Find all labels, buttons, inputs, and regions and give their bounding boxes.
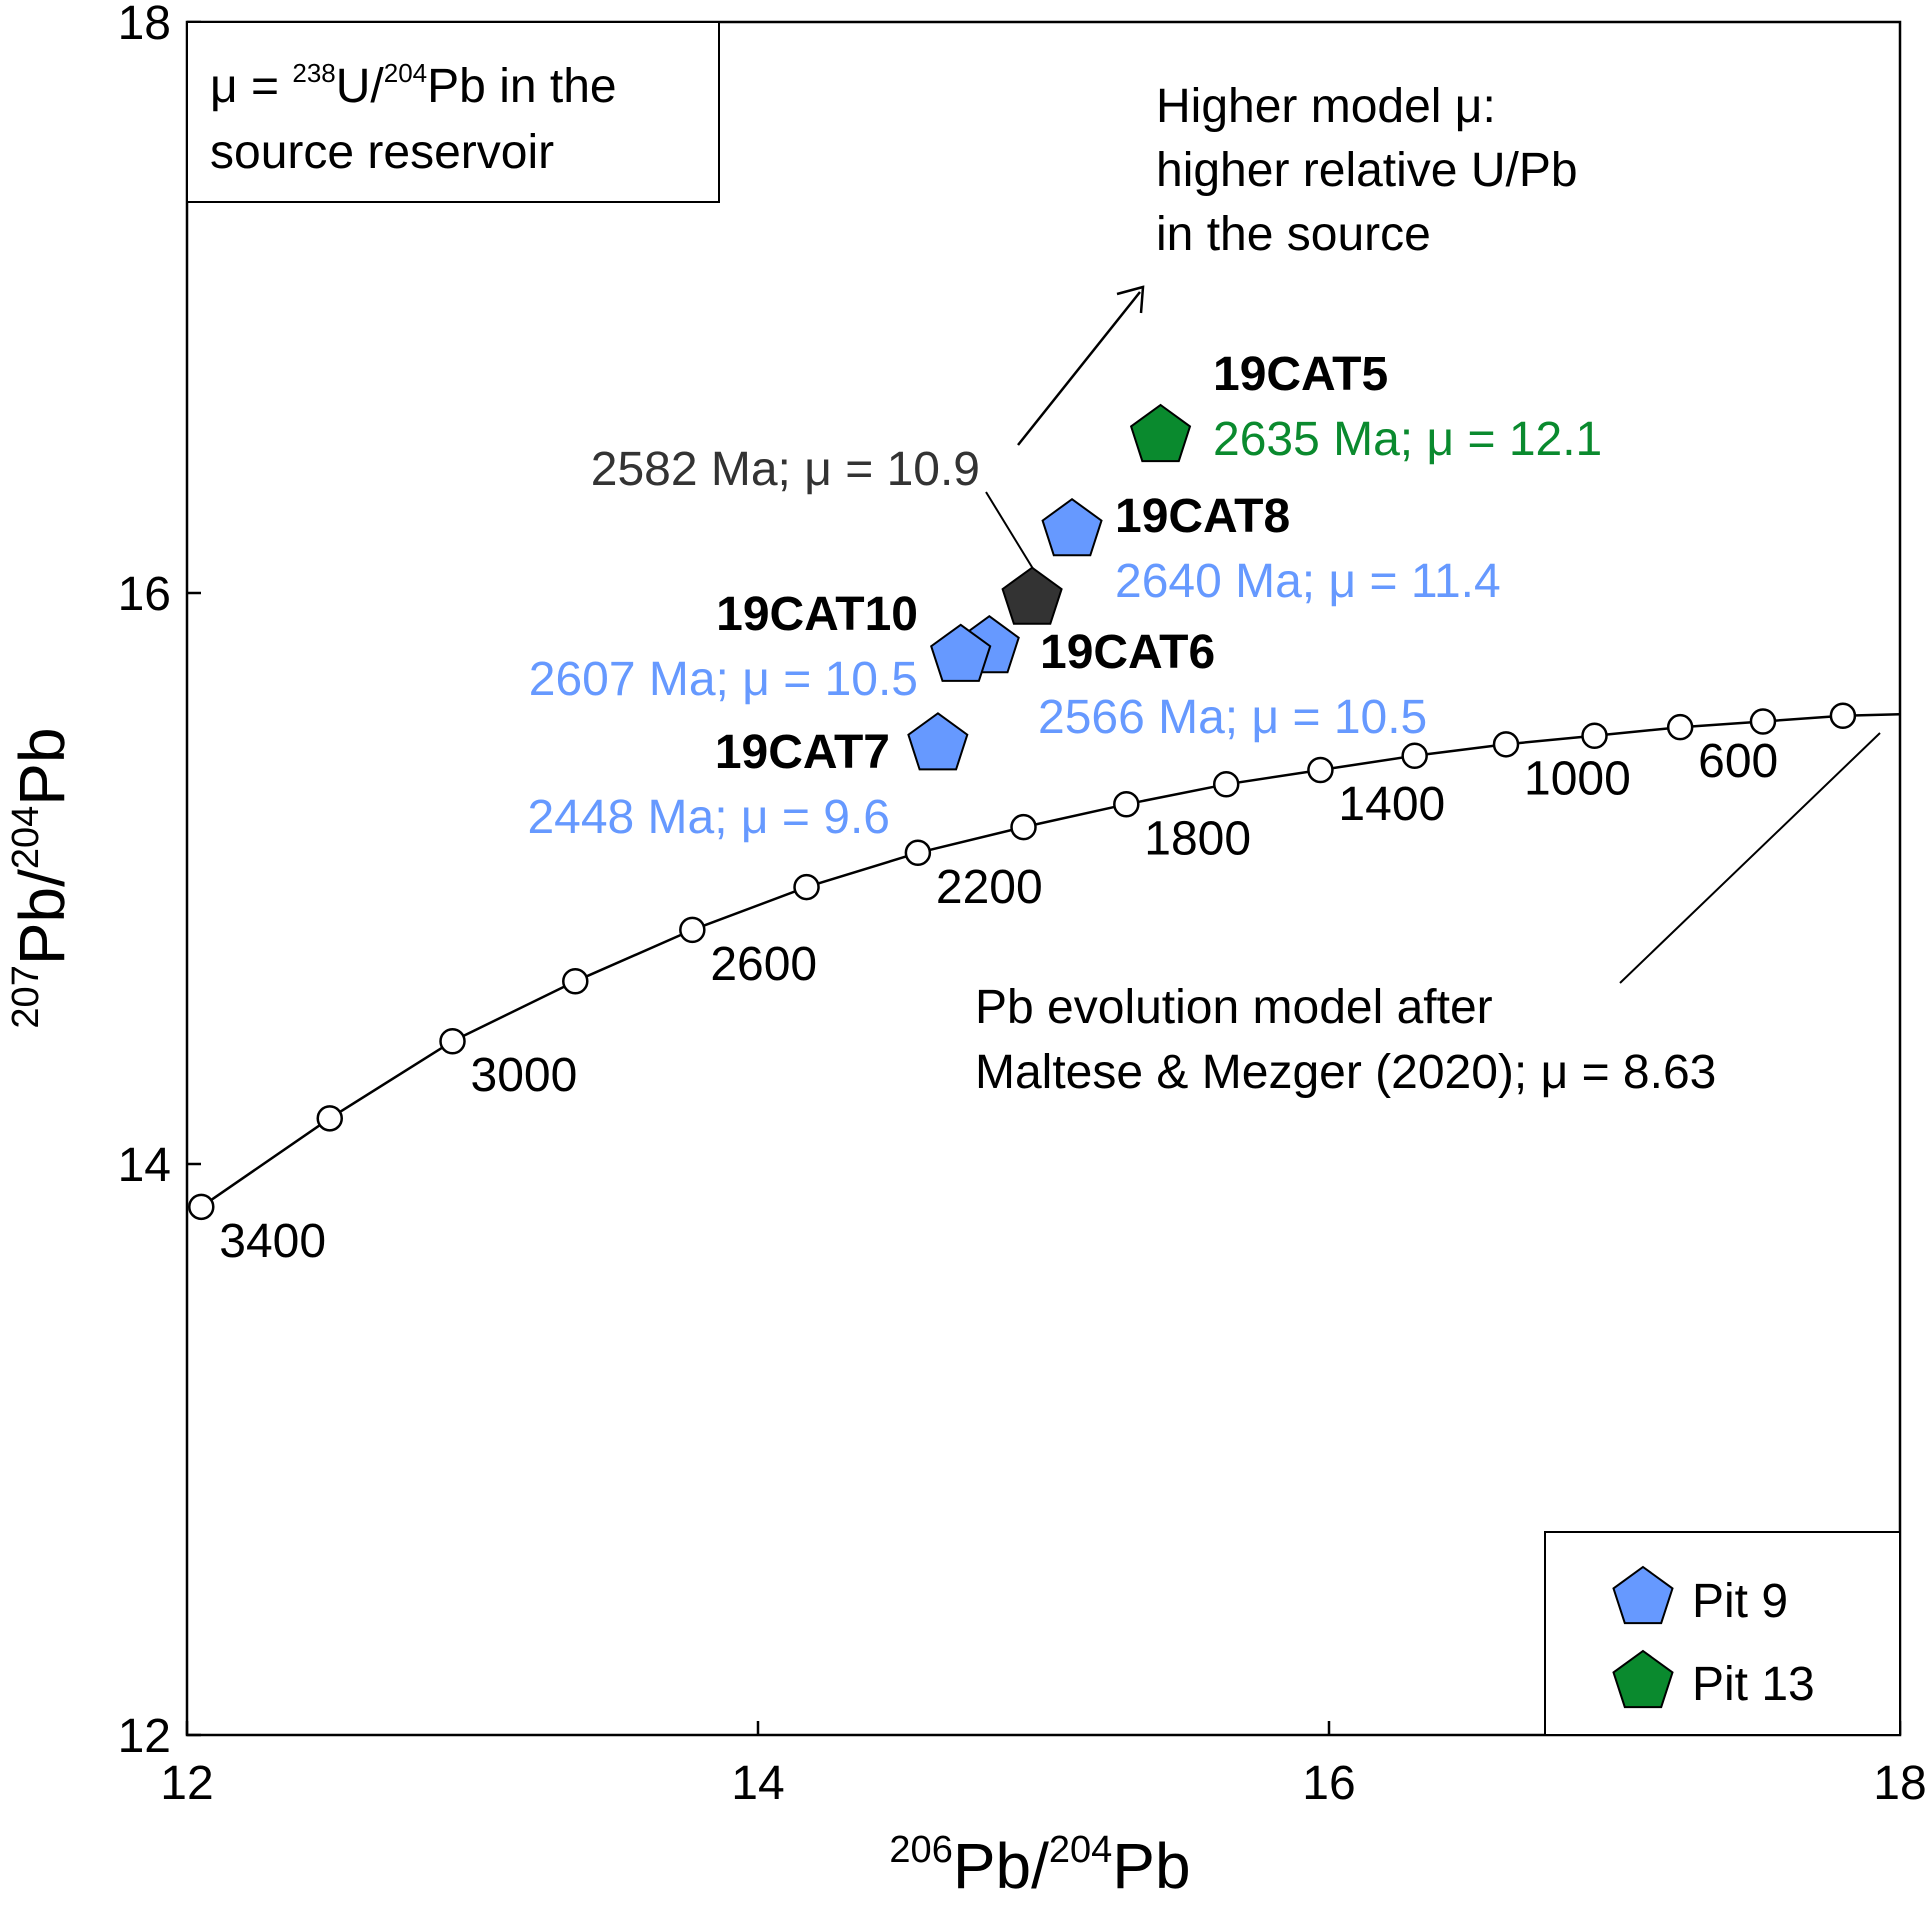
model-age-label: 600 xyxy=(1698,735,1778,788)
model-age-point xyxy=(1401,742,1428,769)
model-age-label: 2600 xyxy=(710,938,817,991)
model-age-point xyxy=(793,873,820,901)
model-callout-line xyxy=(1619,732,1881,984)
higher-mu-arrow-line xyxy=(1017,291,1141,446)
label-19cat10-info: 2607 Ma; μ = 10.5 xyxy=(529,653,918,706)
model-age-label: 1400 xyxy=(1338,778,1445,831)
model-age-point xyxy=(1666,713,1694,741)
x-tick-label: 12 xyxy=(160,1757,213,1810)
model-age-point xyxy=(188,1193,215,1221)
model-age-point xyxy=(1492,731,1520,758)
sample-marker xyxy=(907,712,969,771)
legend-label-pit9: Pit 9 xyxy=(1692,1575,1788,1628)
model-age-point xyxy=(1749,708,1777,735)
plot-frame xyxy=(185,20,1902,1737)
model-age-point xyxy=(904,839,932,867)
model-age-label: 3400 xyxy=(219,1215,326,1268)
legend-label-pit13: Pit 13 xyxy=(1692,1658,1815,1711)
model-age-point xyxy=(1113,791,1140,818)
sample-markers xyxy=(907,403,1192,771)
x-tick-label: 14 xyxy=(731,1757,784,1810)
y-tick-label: 16 xyxy=(118,568,171,621)
y-tick-label: 14 xyxy=(118,1139,171,1192)
model-age-point xyxy=(679,916,706,944)
label-19cat8-id: 19CAT8 xyxy=(1115,490,1290,543)
label-19cat7-info: 2448 Ma; μ = 9.6 xyxy=(527,791,890,844)
model-label-line-2: Maltese & Mezger (2020); μ = 8.63 xyxy=(975,1046,1716,1099)
info-box xyxy=(186,21,720,203)
model-curve-points xyxy=(188,702,1857,1221)
dark-sample-leader-line xyxy=(985,491,1036,573)
label-19cat6-info: 2566 Ma; μ = 10.5 xyxy=(1038,691,1427,744)
label-19cat6-id: 19CAT6 xyxy=(1040,626,1215,679)
model-label-line-1: Pb evolution model after xyxy=(975,981,1493,1034)
sample-labels: 19CAT5 2635 Ma; μ = 12.1 19CAT8 2640 Ma;… xyxy=(527,348,1602,844)
legend-markers xyxy=(1612,1565,1674,1709)
higher-mu-arrow-head xyxy=(1116,285,1145,314)
info-box-line-1: μ = 238U/204Pb in the xyxy=(210,58,617,113)
model-age-point xyxy=(1010,813,1037,841)
y-axis-title-group: 207Pb/204Pb xyxy=(5,727,78,1028)
x-tick-label: 16 xyxy=(1302,1757,1355,1810)
sample-marker xyxy=(1001,566,1063,625)
higher-mu-text-line-2: higher relative U/Pb xyxy=(1156,144,1578,197)
model-age-label: 2200 xyxy=(936,861,1043,914)
higher-mu-text-line-1: Higher model μ: xyxy=(1156,80,1496,133)
model-age-point xyxy=(1581,722,1608,749)
label-19cat8-info: 2640 Ma; μ = 11.4 xyxy=(1115,555,1501,608)
legend: Pit 9 Pit 13 xyxy=(1544,1531,1901,1736)
label-2582-info: 2582 Ma; μ = 10.9 xyxy=(591,443,980,496)
model-curve-age-labels: 3400 3000 2600 2200 1800 1400 1000 600 xyxy=(219,735,1778,1268)
model-age-point xyxy=(1212,771,1240,798)
x-tick-label: 18 xyxy=(1873,1757,1926,1810)
model-curve-line xyxy=(200,713,1901,1208)
axes: 12 14 16 18 12 14 16 18 xyxy=(118,0,1927,1810)
model-age-point xyxy=(1307,756,1334,784)
model-age-point xyxy=(316,1105,343,1132)
legend-box xyxy=(1544,1531,1901,1736)
y-tick-label: 12 xyxy=(118,1710,171,1763)
x-axis-title: 206Pb/204Pb xyxy=(889,1829,1190,1902)
label-19cat10-id: 19CAT10 xyxy=(716,588,918,641)
y-axis-title: 207Pb/204Pb xyxy=(5,727,78,1028)
model-age-point xyxy=(1829,702,1857,730)
higher-mu-text-line-3: in the source xyxy=(1156,208,1431,261)
model-age-label: 1800 xyxy=(1144,812,1251,865)
label-19cat7-id: 19CAT7 xyxy=(715,726,890,779)
legend-marker-pit9 xyxy=(1612,1565,1674,1625)
label-19cat5-id: 19CAT5 xyxy=(1213,348,1388,401)
y-tick-label: 18 xyxy=(118,0,171,50)
legend-marker-pit13 xyxy=(1612,1649,1674,1709)
label-19cat5-info: 2635 Ma; μ = 12.1 xyxy=(1213,413,1602,466)
info-box-line-2: source reservoir xyxy=(210,126,554,179)
model-age-label: 3000 xyxy=(471,1049,578,1102)
model-age-point xyxy=(439,1027,466,1055)
sample-marker xyxy=(1129,403,1192,463)
model-age-label: 1000 xyxy=(1524,752,1631,805)
model-age-point xyxy=(562,968,589,995)
sample-marker xyxy=(930,623,992,682)
sample-marker xyxy=(1041,497,1103,557)
